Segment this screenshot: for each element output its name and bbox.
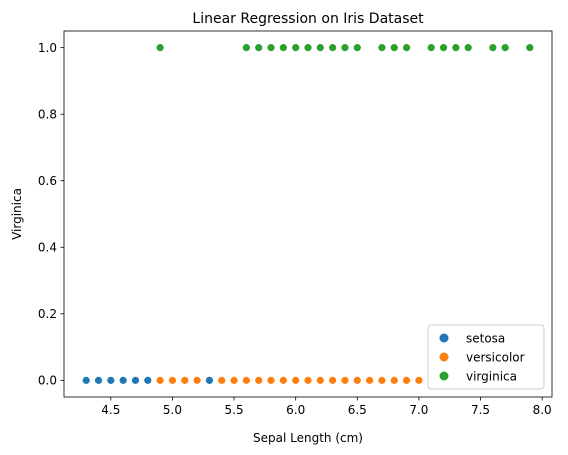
data-point-setosa-4: [131, 376, 140, 384]
data-point-virginica-1: [242, 44, 250, 52]
data-point-virginica-0: [156, 44, 164, 52]
legend-marker-setosa: [439, 333, 449, 343]
data-point-versicolor-19: [402, 376, 411, 384]
x-tick-label: 6.5: [348, 403, 367, 417]
data-point-virginica-17: [464, 44, 472, 52]
data-point-virginica-2: [255, 44, 263, 52]
data-point-versicolor-11: [304, 376, 312, 384]
data-point-versicolor-10: [292, 376, 300, 384]
data-point-versicolor-15: [353, 376, 361, 384]
x-tick-label: 5.0: [163, 403, 182, 417]
data-point-virginica-3: [267, 44, 275, 52]
data-point-versicolor-14: [341, 376, 349, 384]
x-tick-label: 8.0: [533, 403, 552, 417]
data-point-virginica-16: [452, 44, 460, 52]
x-tick-label: 4.5: [101, 403, 120, 417]
y-tick-label: 0.6: [38, 174, 57, 188]
chart-title: Linear Regression on Iris Dataset: [192, 11, 424, 27]
data-point-setosa-0: [82, 376, 90, 384]
axes-frame: [63, 30, 553, 398]
y-tick-label: 0.8: [38, 107, 57, 121]
data-point-virginica-20: [526, 44, 534, 52]
data-point-setosa-6: [205, 376, 214, 384]
legend-box: [427, 324, 545, 390]
data-point-virginica-19: [501, 44, 509, 52]
x-axis-label: Sepal Length (cm): [253, 431, 363, 445]
legend-label-versicolor: versicolor: [466, 350, 525, 364]
data-point-versicolor-5: [230, 376, 238, 384]
legend: setosa versicolor virginica: [427, 324, 545, 390]
x-tick-label: 6.0: [286, 403, 305, 417]
data-points: [82, 44, 534, 384]
data-point-setosa-5: [144, 376, 152, 384]
y-tick-label: 0.4: [38, 241, 57, 255]
data-point-versicolor-16: [366, 376, 374, 384]
y-tick-label: 1.0: [38, 41, 57, 55]
data-point-versicolor-3: [193, 376, 201, 384]
data-point-versicolor-13: [329, 376, 337, 384]
data-point-setosa-1: [94, 376, 103, 384]
data-point-setosa-2: [107, 376, 115, 384]
x-tick-label: 5.5: [225, 403, 244, 417]
legend-marker-virginica: [439, 371, 449, 381]
data-point-virginica-11: [378, 44, 386, 52]
axes: 4.5 5.0 5.5 6.0 6.5 7.0 7.5 8.0 0.0 0.2 0.4 0.6 0.8 1…: [38, 30, 553, 417]
data-point-versicolor-20: [415, 376, 423, 384]
data-point-virginica-18: [489, 44, 497, 52]
legend-marker-versicolor: [439, 352, 449, 362]
data-point-versicolor-18: [390, 376, 398, 384]
data-point-virginica-9: [341, 44, 349, 52]
data-point-versicolor-6: [242, 376, 250, 384]
data-point-versicolor-2: [181, 376, 189, 384]
data-point-virginica-8: [329, 44, 337, 52]
data-point-virginica-12: [390, 44, 398, 52]
data-point-versicolor-0: [156, 376, 164, 384]
data-point-virginica-14: [427, 44, 435, 52]
data-point-virginica-6: [304, 44, 312, 52]
data-point-virginica-7: [316, 44, 324, 52]
data-point-versicolor-9: [279, 376, 287, 384]
data-point-versicolor-12: [316, 376, 324, 384]
data-point-setosa-3: [119, 376, 127, 384]
data-point-virginica-15: [439, 44, 448, 52]
data-point-virginica-10: [353, 44, 361, 52]
y-tick-label: 0.2: [38, 307, 57, 321]
data-point-versicolor-4: [218, 376, 226, 384]
legend-label-virginica: virginica: [466, 369, 517, 383]
data-point-versicolor-1: [168, 376, 177, 384]
data-point-virginica-13: [402, 44, 411, 52]
y-axis-label: Virginica: [10, 188, 24, 240]
data-point-versicolor-8: [267, 376, 275, 384]
data-point-virginica-5: [292, 44, 300, 52]
y-tick-label: 0.0: [38, 374, 57, 388]
data-point-virginica-4: [279, 44, 287, 52]
data-point-versicolor-7: [255, 376, 263, 384]
legend-label-setosa: setosa: [466, 331, 505, 345]
x-tick-label: 7.0: [409, 403, 428, 417]
x-tick-label: 7.5: [471, 403, 490, 417]
data-point-versicolor-17: [378, 376, 386, 384]
